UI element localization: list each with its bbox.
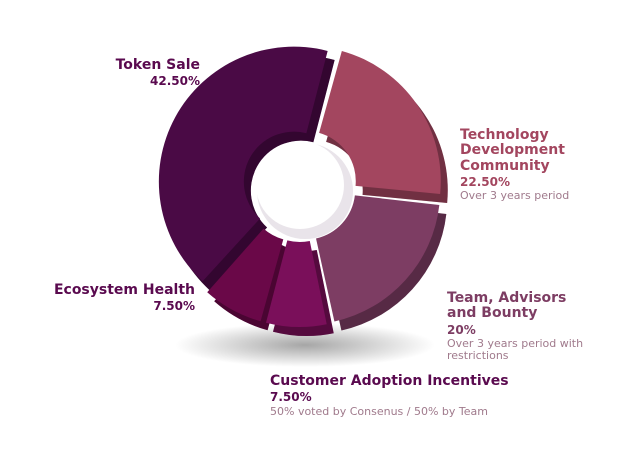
value-label: 7.50% [153,299,195,314]
slice-label: Token Sale 42.50% [115,57,200,89]
slice [207,228,284,322]
value-label: 20% [447,322,476,337]
slice [158,46,328,282]
slice [316,195,440,322]
note: Over 3 years period [460,189,570,203]
slice-label: Team, Advisors and Bounty 20% Over 3 years… [447,290,597,363]
slice [319,50,441,194]
slice [266,240,327,327]
slice-label: Ecosystem Health 7.50% [53,282,195,314]
category-label: Team, Advisors and Bounty [447,290,567,322]
value-label: 22.50% [460,175,510,190]
category-label: Technology Development Community [460,127,565,174]
shadow [175,323,435,367]
category-label: Token Sale [115,57,200,73]
slice-label: Customer Adoption Incentives 7.50% 50% vot… [270,373,510,418]
category-label: Ecosystem Health [53,282,195,298]
value-label: 7.50% [270,390,312,405]
category-label: Customer Adoption Incentives [270,373,509,389]
note: 50% voted by Consenus / 50% by Team [270,404,488,418]
inner-hole [256,141,344,229]
note: Over 3 years period with restrictions [447,336,584,363]
value-label: 42.50% [150,74,200,89]
slice-label: Technology Development Community 22.50% Ov… [460,127,580,203]
